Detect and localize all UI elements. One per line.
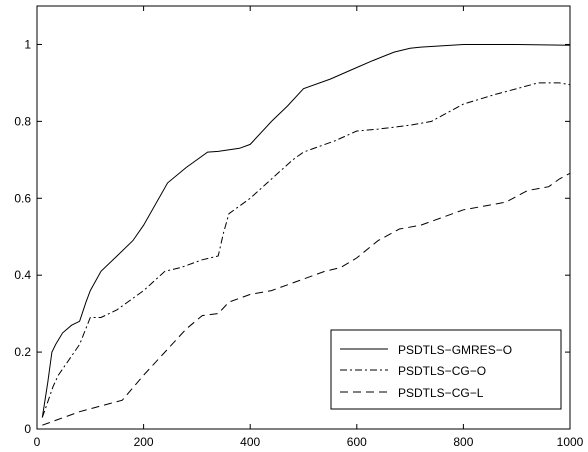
x-tick-label: 400 (240, 435, 260, 449)
y-tick-label: 0.2 (14, 345, 31, 359)
x-tick-label: 0 (34, 435, 41, 449)
legend-label-1: PSDTLS−GMRES−O (398, 343, 512, 357)
x-tick-label: 600 (347, 435, 367, 449)
y-tick-label: 0.6 (14, 191, 31, 205)
x-tick-label: 800 (453, 435, 473, 449)
x-tick-label: 1000 (557, 435, 584, 449)
x-tick-label: 200 (134, 435, 154, 449)
legend-label-3: PSDTLS−CG−L (398, 386, 484, 400)
legend-label-2: PSDTLS−CG−O (398, 364, 486, 378)
y-tick-label: 0 (24, 422, 31, 436)
y-tick-label: 0.8 (14, 114, 31, 128)
y-tick-label: 1 (24, 37, 31, 51)
y-tick-label: 0.4 (14, 268, 31, 282)
legend: PSDTLS−GMRES−O PSDTLS−CG−O PSDTLS−CG−L (331, 330, 561, 409)
